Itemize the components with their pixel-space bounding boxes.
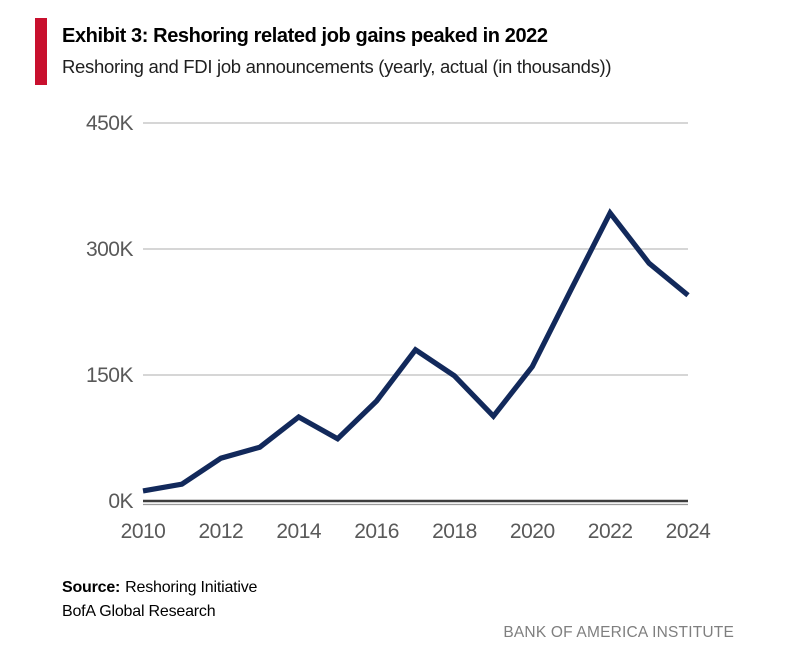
y-axis-tick-label: 450K bbox=[86, 112, 134, 135]
y-axis-tick-label: 0K bbox=[108, 490, 133, 513]
y-axis-tick-label: 300K bbox=[86, 238, 134, 261]
x-axis-tick-label: 2020 bbox=[510, 520, 555, 543]
x-axis-tick-label: 2016 bbox=[354, 520, 399, 543]
x-axis-tick-label: 2010 bbox=[121, 520, 166, 543]
exhibit-subtitle: Reshoring and FDI job announcements (yea… bbox=[62, 56, 612, 77]
x-axis-tick-label: 2018 bbox=[432, 520, 477, 543]
red-accent-bar bbox=[35, 18, 47, 85]
source-label: Source: bbox=[62, 579, 121, 596]
y-axis-tick-label: 150K bbox=[86, 364, 134, 387]
source-line-2: BofA Global Research bbox=[62, 603, 216, 620]
source-value: Reshoring Initiative bbox=[125, 579, 258, 596]
x-axis-tick-label: 2024 bbox=[666, 520, 712, 543]
x-axis-tick-label: 2022 bbox=[588, 520, 633, 543]
source-line-1: Source: Reshoring Initiative bbox=[62, 576, 257, 600]
data-series-line bbox=[142, 208, 690, 494]
brand-footer: BANK OF AMERICA INSTITUTE bbox=[503, 624, 734, 641]
x-axis-tick-label: 2012 bbox=[198, 520, 243, 543]
exhibit-title: Exhibit 3: Reshoring related job gains p… bbox=[62, 25, 548, 47]
x-axis-tick-label: 2014 bbox=[276, 520, 322, 543]
source-block: Source: Reshoring Initiative BofA Global … bbox=[62, 576, 257, 624]
